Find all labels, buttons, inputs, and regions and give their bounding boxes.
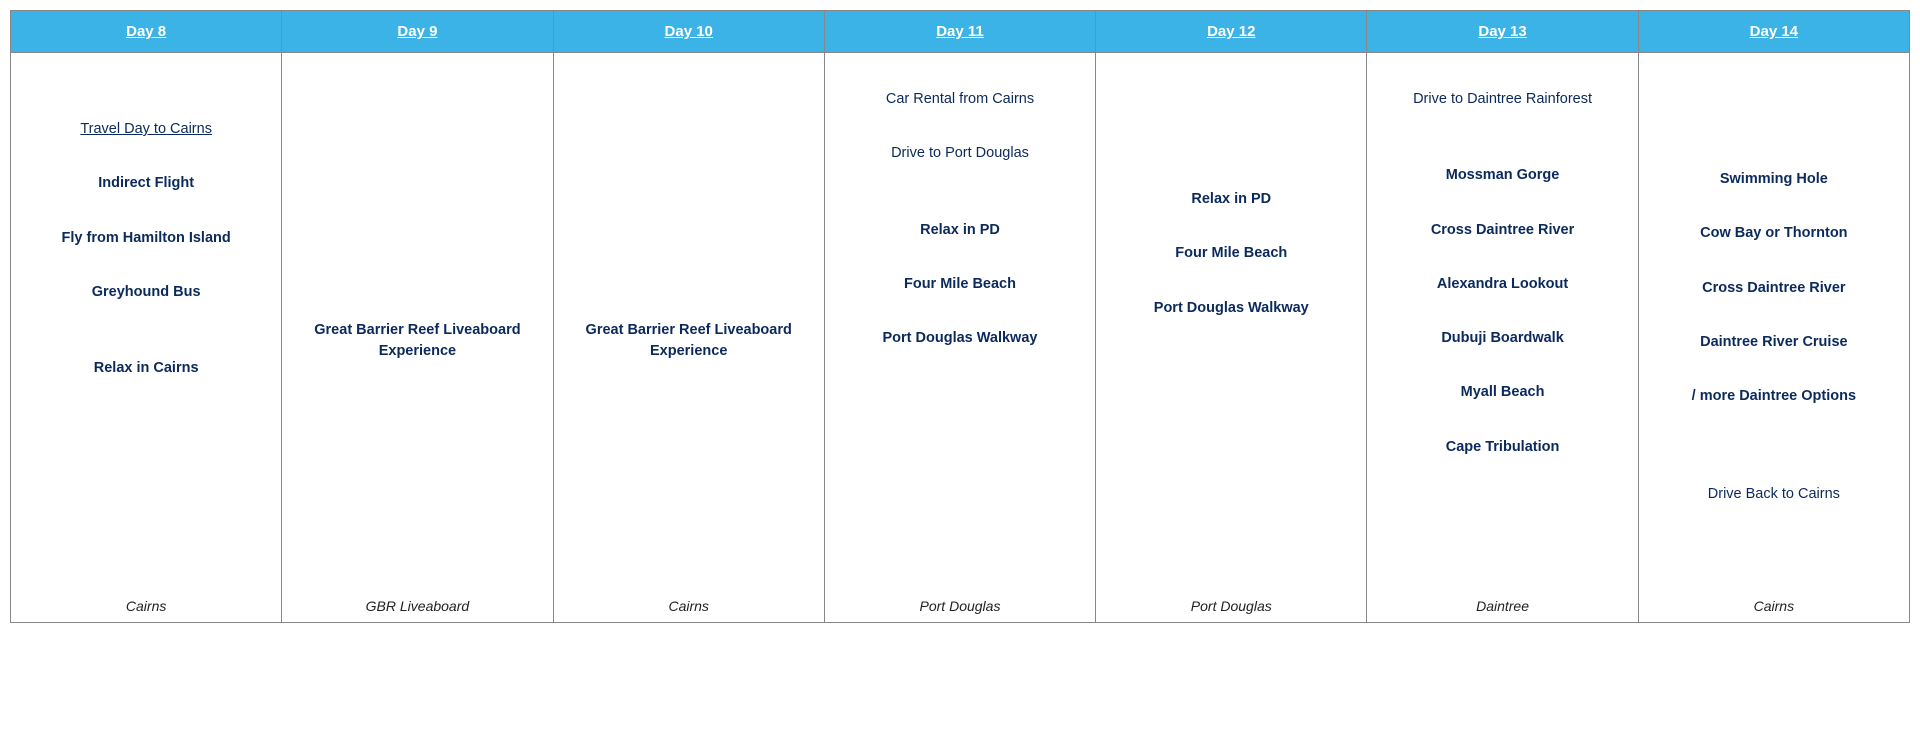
activity-item: Daintree River Cruise: [1700, 332, 1847, 352]
activity-item: Great Barrier Reef Liveaboard Experience: [292, 320, 542, 361]
activity-item: Indirect Flight: [98, 173, 194, 193]
itinerary-table: Day 8Day 9Day 10Day 11Day 12Day 13Day 14…: [10, 10, 1910, 623]
activity-item: Alexandra Lookout: [1437, 274, 1568, 294]
activity-item: Cape Tribulation: [1446, 437, 1560, 457]
activity-item: Relax in Cairns: [94, 358, 199, 378]
activity-item: Fly from Hamilton Island: [62, 228, 231, 248]
activity-item: Car Rental from Cairns: [886, 89, 1034, 109]
activity-item: Port Douglas Walkway: [883, 328, 1038, 348]
activity-item: Travel Day to Cairns: [80, 119, 212, 139]
body-row: Travel Day to Cairns Indirect Flight Fly f…: [11, 53, 1910, 623]
activity-item: Myall Beach: [1461, 382, 1545, 402]
day-header: Day 10: [553, 11, 824, 53]
activity-item: Four Mile Beach: [904, 274, 1016, 294]
day-header: Day 9: [282, 11, 553, 53]
location-label: Cairns: [1649, 598, 1899, 614]
activities-list: Great Barrier Reef Liveaboard Experience: [564, 83, 814, 598]
activity-item: Mossman Gorge: [1446, 165, 1560, 185]
day-header: Day 14: [1638, 11, 1909, 53]
day-header: Day 8: [11, 11, 282, 53]
activity-item: Four Mile Beach: [1175, 243, 1287, 263]
day-cell: Drive to Daintree Rainforest Mossman Gorg…: [1367, 53, 1638, 623]
location-label: Cairns: [564, 598, 814, 614]
day-cell: Relax in PD Four Mile Beach Port Douglas W…: [1096, 53, 1367, 623]
activity-item: Cross Daintree River: [1431, 220, 1574, 240]
day-cell: Great Barrier Reef Liveaboard Experience…: [553, 53, 824, 623]
location-label: Cairns: [21, 598, 271, 614]
activity-item: Drive Back to Cairns: [1708, 484, 1840, 504]
header-row: Day 8Day 9Day 10Day 11Day 12Day 13Day 14: [11, 11, 1910, 53]
location-label: Port Douglas: [1106, 598, 1356, 614]
activity-item: Cross Daintree River: [1702, 278, 1845, 298]
day-cell: Great Barrier Reef Liveaboard Experience…: [282, 53, 553, 623]
activities-list: Drive to Daintree Rainforest Mossman Gorg…: [1377, 83, 1627, 598]
activity-item: Drive to Daintree Rainforest: [1413, 89, 1592, 109]
activity-item: Cow Bay or Thornton: [1700, 223, 1847, 243]
activity-item: / more Daintree Options: [1692, 386, 1856, 406]
day-cell: Travel Day to Cairns Indirect Flight Fly f…: [11, 53, 282, 623]
activities-list: Travel Day to Cairns Indirect Flight Fly f…: [21, 83, 271, 598]
activity-item: Drive to Port Douglas: [891, 143, 1029, 163]
activity-item: Greyhound Bus: [92, 282, 201, 302]
location-label: Daintree: [1377, 598, 1627, 614]
activity-item: Swimming Hole: [1720, 169, 1828, 189]
activity-item: Relax in PD: [920, 220, 1000, 240]
activity-item: Port Douglas Walkway: [1154, 298, 1309, 318]
activities-list: Great Barrier Reef Liveaboard Experience: [292, 83, 542, 598]
day-header: Day 13: [1367, 11, 1638, 53]
day-header: Day 11: [824, 11, 1095, 53]
activities-list: Relax in PD Four Mile Beach Port Douglas W…: [1106, 83, 1356, 598]
location-label: GBR Liveaboard: [292, 598, 542, 614]
activities-list: Swimming Hole Cow Bay or Thornton Cross Da…: [1649, 83, 1899, 598]
activities-list: Car Rental from Cairns Drive to Port Doug…: [835, 83, 1085, 598]
day-cell: Swimming Hole Cow Bay or Thornton Cross Da…: [1638, 53, 1909, 623]
activity-item: Great Barrier Reef Liveaboard Experience: [564, 320, 814, 361]
activity-item: Dubuji Boardwalk: [1441, 328, 1563, 348]
location-label: Port Douglas: [835, 598, 1085, 614]
day-header: Day 12: [1096, 11, 1367, 53]
activity-item: Relax in PD: [1191, 189, 1271, 209]
day-cell: Car Rental from Cairns Drive to Port Doug…: [824, 53, 1095, 623]
